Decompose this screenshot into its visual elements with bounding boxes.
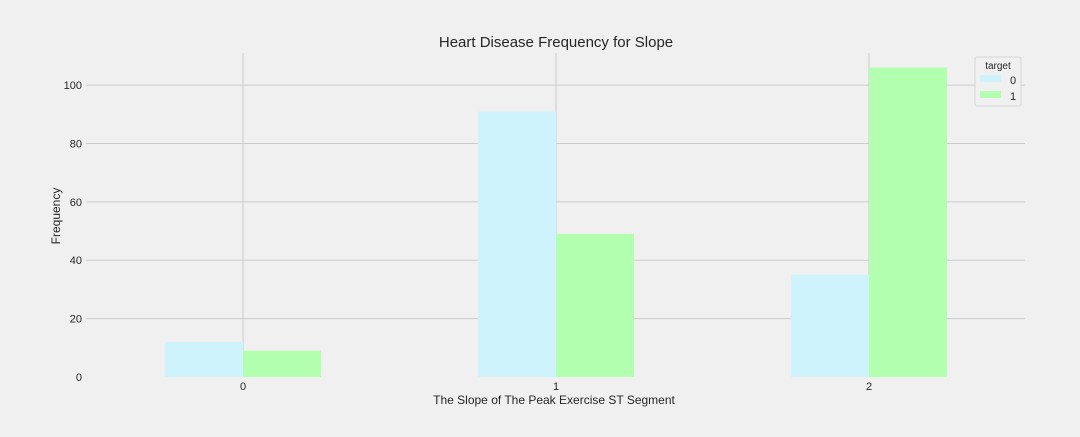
legend-label-0: 0 [1010,75,1016,87]
bar-series-1-cat-1 [556,233,634,377]
tick-labels: 0 20 40 60 80 100 0 1 2 [64,80,872,393]
legend-label-1: 1 [1010,91,1016,103]
bar-series-0-cat-2 [791,274,869,377]
legend: target 01 [974,56,1022,107]
legend-swatch-0 [980,75,1001,82]
chart-title: Heart Disease Frequency for Slope [439,34,673,51]
legend-title: target [985,61,1011,72]
legend-swatch-1 [980,91,1001,98]
x-tick-label: 2 [866,381,872,393]
bars [165,67,947,377]
y-tick-label: 0 [76,372,82,384]
y-tick-label: 100 [64,80,82,92]
bar-series-0-cat-0 [165,341,243,377]
x-tick-label: 0 [240,381,246,393]
x-tick-label: 1 [553,381,559,393]
bar-series-1-cat-0 [243,350,321,377]
x-axis-label: The Slope of The Peak Exercise ST Segmen… [433,393,675,407]
bar-series-1-cat-2 [869,67,947,377]
legend-items: 01 [980,75,1016,103]
y-tick-label: 60 [70,197,82,209]
y-tick-label: 80 [70,138,82,150]
y-axis-label: Frequency [49,188,63,245]
y-tick-label: 40 [70,255,82,267]
y-tick-label: 20 [70,314,82,326]
bar-series-0-cat-1 [478,111,556,377]
